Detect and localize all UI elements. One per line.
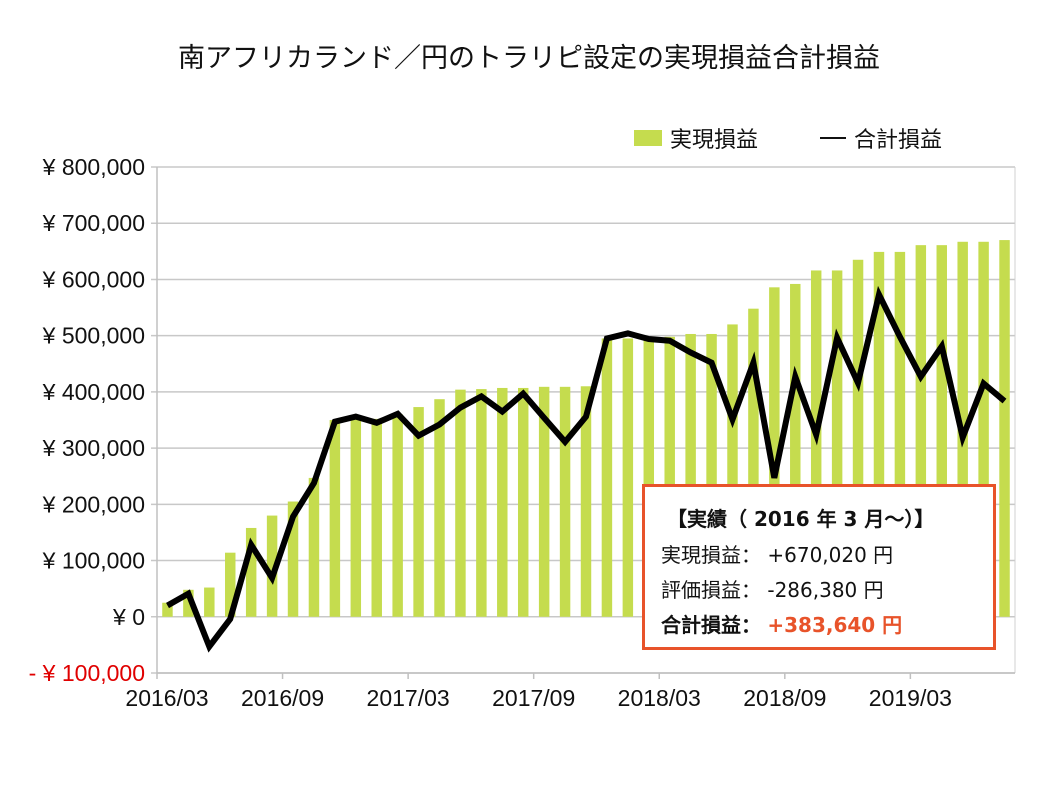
bar-2017/01 <box>371 418 382 617</box>
bar-2017/07 <box>497 387 508 617</box>
bar-2017/05 <box>455 389 466 617</box>
bar-2018/04 <box>685 333 696 617</box>
bar-2016/05 <box>204 587 215 617</box>
x-tick-label: 2018/03 <box>618 685 701 711</box>
bar-2018/10 <box>810 270 822 617</box>
x-tick-label: 2019/03 <box>869 685 952 711</box>
x-tick-label: 2017/09 <box>492 685 575 711</box>
bar-2018/09 <box>790 283 801 617</box>
bar-2017/08 <box>517 387 529 617</box>
realized-value: +670,020 円 <box>767 543 894 567</box>
bar-2017/12 <box>601 338 613 617</box>
summary-unrealized: 評価損益： -286,380 円 <box>661 574 884 603</box>
bar-2017/11 <box>580 386 592 617</box>
bar-2019/04 <box>936 245 947 617</box>
bar-2016/10 <box>308 477 320 617</box>
chart-title: 南アフリカランド／円のトラリピ設定の実現損益合計損益 <box>178 43 880 74</box>
y-tick-label: ¥ 500,000 <box>42 323 145 349</box>
bar-2016/03 <box>162 602 173 617</box>
unrealized-value: -286,380 円 <box>767 578 884 602</box>
bar-2017/10 <box>559 386 571 617</box>
y-tick-label: ¥ 100,000 <box>42 548 145 574</box>
legend-swatch-bar <box>634 130 662 146</box>
bar-2017/03 <box>413 407 424 617</box>
total-label: 合計損益： <box>661 613 761 637</box>
legend-item-realized: 実現損益 <box>634 122 758 154</box>
bar-2019/03 <box>915 245 927 617</box>
unrealized-label: 評価損益： <box>661 578 761 602</box>
bar-2016/09 <box>287 501 299 617</box>
bar-2019/02 <box>894 251 906 617</box>
bar-2018/05 <box>706 333 717 617</box>
bar-2018/08 <box>769 287 780 617</box>
bar-2018/12 <box>852 259 864 617</box>
summary-total: 合計損益： +383,640 円 <box>661 609 902 638</box>
bar-2018/01 <box>622 338 634 617</box>
bar-2017/09 <box>538 386 550 617</box>
y-tick-label: ¥ 700,000 <box>42 210 145 236</box>
bar-2018/07 <box>748 308 759 617</box>
x-tick-label: 2016/03 <box>125 685 208 711</box>
legend-label-total: 合計損益 <box>854 128 943 153</box>
bar-2017/02 <box>392 414 403 617</box>
bar-2016/07 <box>245 527 257 617</box>
bar-2018/03 <box>664 336 675 617</box>
bar-2016/08 <box>266 515 278 617</box>
bar-2018/11 <box>831 270 843 617</box>
bar-2016/04 <box>183 589 194 617</box>
realized-label: 実現損益： <box>661 543 761 567</box>
y-tick-label: ¥ 600,000 <box>42 266 145 292</box>
y-tick-label: ¥ 200,000 <box>42 491 145 517</box>
bar-2018/06 <box>727 324 738 617</box>
x-tick-label: 2017/03 <box>367 685 450 711</box>
summary-heading: 【実績（ 2016 年 3 月～）】 <box>667 507 935 531</box>
x-tick-label: 2018/09 <box>743 685 826 711</box>
x-tick-label: 2016/09 <box>241 685 324 711</box>
bar-2016/12 <box>350 418 362 617</box>
bar-2018/02 <box>643 338 655 617</box>
bar-2016/11 <box>329 420 341 617</box>
y-tick-label: ¥ 800,000 <box>42 154 145 180</box>
bar-2019/01 <box>873 251 885 617</box>
y-tick-label: ¥ 400,000 <box>42 379 145 405</box>
bar-2017/06 <box>476 389 487 617</box>
summary-realized: 実現損益： +670,020 円 <box>661 539 893 568</box>
bar-2017/04 <box>434 399 445 617</box>
bar-2019/06 <box>978 241 989 617</box>
bar-2019/07 <box>999 240 1010 617</box>
legend-item-total: 合計損益 <box>820 122 942 154</box>
legend-swatch-line <box>820 137 846 139</box>
summary-box: 【実績（ 2016 年 3 月～）】 実現損益： +670,020 円 評価損益… <box>642 484 996 650</box>
total-value: +383,640 円 <box>767 613 903 637</box>
y-tick-label: - ¥ 100,000 <box>29 660 145 686</box>
legend-label-realized: 実現損益 <box>670 128 759 153</box>
y-tick-label: ¥ 0 <box>112 604 145 630</box>
bar-2016/06 <box>225 552 236 617</box>
y-tick-label: ¥ 300,000 <box>42 435 145 461</box>
